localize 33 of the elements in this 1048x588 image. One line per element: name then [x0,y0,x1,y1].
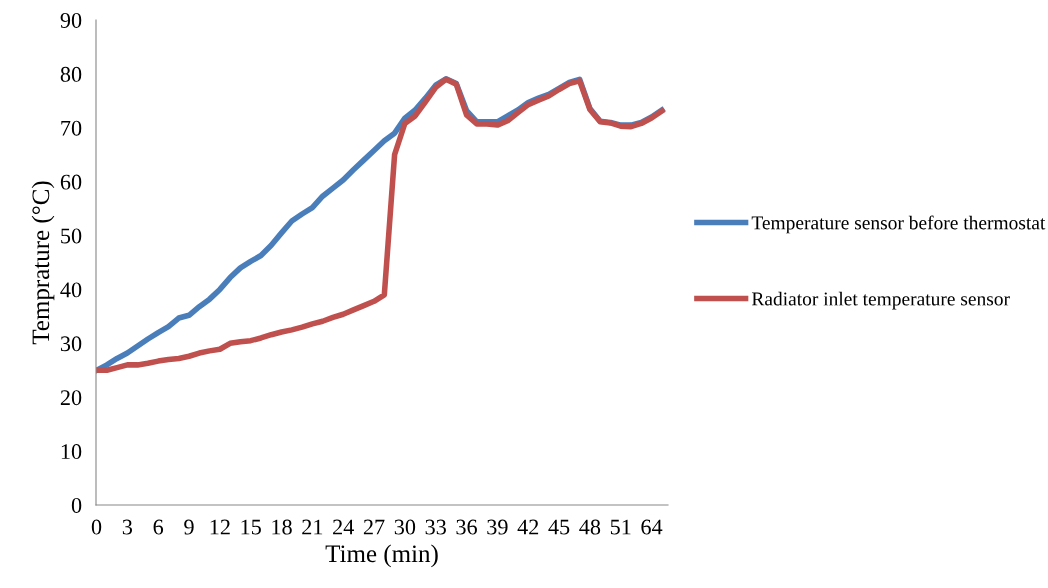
x-tick-label: 9 [184,519,194,535]
x-tick-label: 24 [333,519,354,535]
x-axis-title: Time (min) [325,544,438,568]
y-tick-label: 80 [60,66,82,82]
y-tick-label: 90 [60,12,82,28]
x-tick-label: 3 [122,519,133,535]
y-tick-label: 10 [61,444,82,460]
x-tick-label: 12 [210,519,230,535]
x-tick-label: 64 [641,519,663,535]
y-tick-label: 50 [61,228,82,244]
x-tick-label: 36 [456,519,477,535]
legend-label: Temperature sensor before thermostat [751,215,1046,234]
y-tick-label: 60 [60,174,82,190]
y-axis-title: Temprature (°C) [31,181,55,345]
x-tick-label: 48 [579,519,601,535]
x-tick-label: 45 [548,519,570,535]
y-tick-label: 70 [61,120,82,136]
x-tick-label: 51 [610,519,631,535]
x-tick-label: 6 [153,519,164,535]
x-tick-label: 21 [302,519,323,535]
x-tick-label: 42 [517,519,539,535]
x-tick-label: 33 [425,519,446,535]
x-tick-label: 15 [241,519,261,535]
x-tick-label: 18 [272,519,292,535]
x-tick-label: 0 [91,519,102,535]
x-tick-label: 27 [363,519,385,535]
y-tick-label: 20 [60,390,82,406]
y-tick-label: 0 [71,497,82,513]
x-tick-label: 39 [487,519,508,535]
legend-label: Radiator inlet temperature sensor [751,291,1010,310]
y-tick-label: 40 [60,282,82,298]
x-tick-label: 30 [394,519,416,535]
y-tick-label: 30 [60,336,82,352]
